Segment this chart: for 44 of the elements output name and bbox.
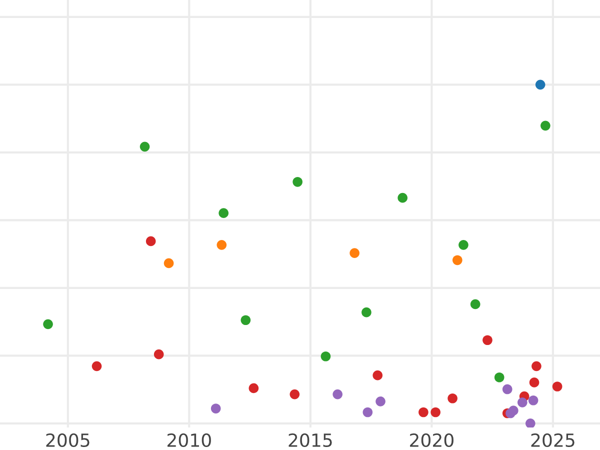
point bbox=[43, 319, 53, 330]
x-tick-label: 2015 bbox=[288, 433, 332, 448]
point bbox=[532, 361, 542, 372]
point bbox=[92, 361, 102, 372]
point bbox=[146, 236, 156, 246]
x-tick-label: 2010 bbox=[168, 433, 211, 448]
point bbox=[210, 404, 221, 414]
point bbox=[418, 407, 428, 418]
x-tick-label: 2005 bbox=[46, 433, 90, 448]
point bbox=[535, 80, 546, 90]
point bbox=[448, 393, 458, 404]
point bbox=[517, 398, 528, 408]
point bbox=[216, 240, 227, 250]
point bbox=[458, 240, 468, 250]
point bbox=[362, 407, 373, 418]
point bbox=[164, 258, 174, 268]
point bbox=[320, 351, 331, 362]
point bbox=[398, 192, 408, 203]
point bbox=[290, 389, 300, 400]
point bbox=[528, 395, 538, 406]
point bbox=[494, 372, 504, 382]
point bbox=[508, 406, 518, 416]
point bbox=[218, 208, 229, 218]
point bbox=[540, 120, 550, 131]
point bbox=[482, 335, 492, 346]
point bbox=[470, 299, 480, 310]
point bbox=[154, 349, 164, 360]
point bbox=[140, 142, 150, 152]
point bbox=[240, 315, 251, 326]
x-tick-label: 2025 bbox=[531, 433, 574, 448]
point bbox=[362, 307, 372, 318]
point bbox=[529, 378, 540, 388]
point bbox=[350, 248, 360, 258]
point bbox=[332, 389, 342, 400]
x-tick-label: 2020 bbox=[410, 433, 454, 448]
point bbox=[248, 383, 259, 394]
point bbox=[525, 418, 536, 428]
point bbox=[452, 255, 462, 266]
point bbox=[292, 177, 302, 187]
point bbox=[376, 396, 386, 406]
point bbox=[372, 370, 383, 380]
point bbox=[430, 407, 440, 418]
point bbox=[502, 384, 512, 394]
point bbox=[552, 382, 562, 392]
